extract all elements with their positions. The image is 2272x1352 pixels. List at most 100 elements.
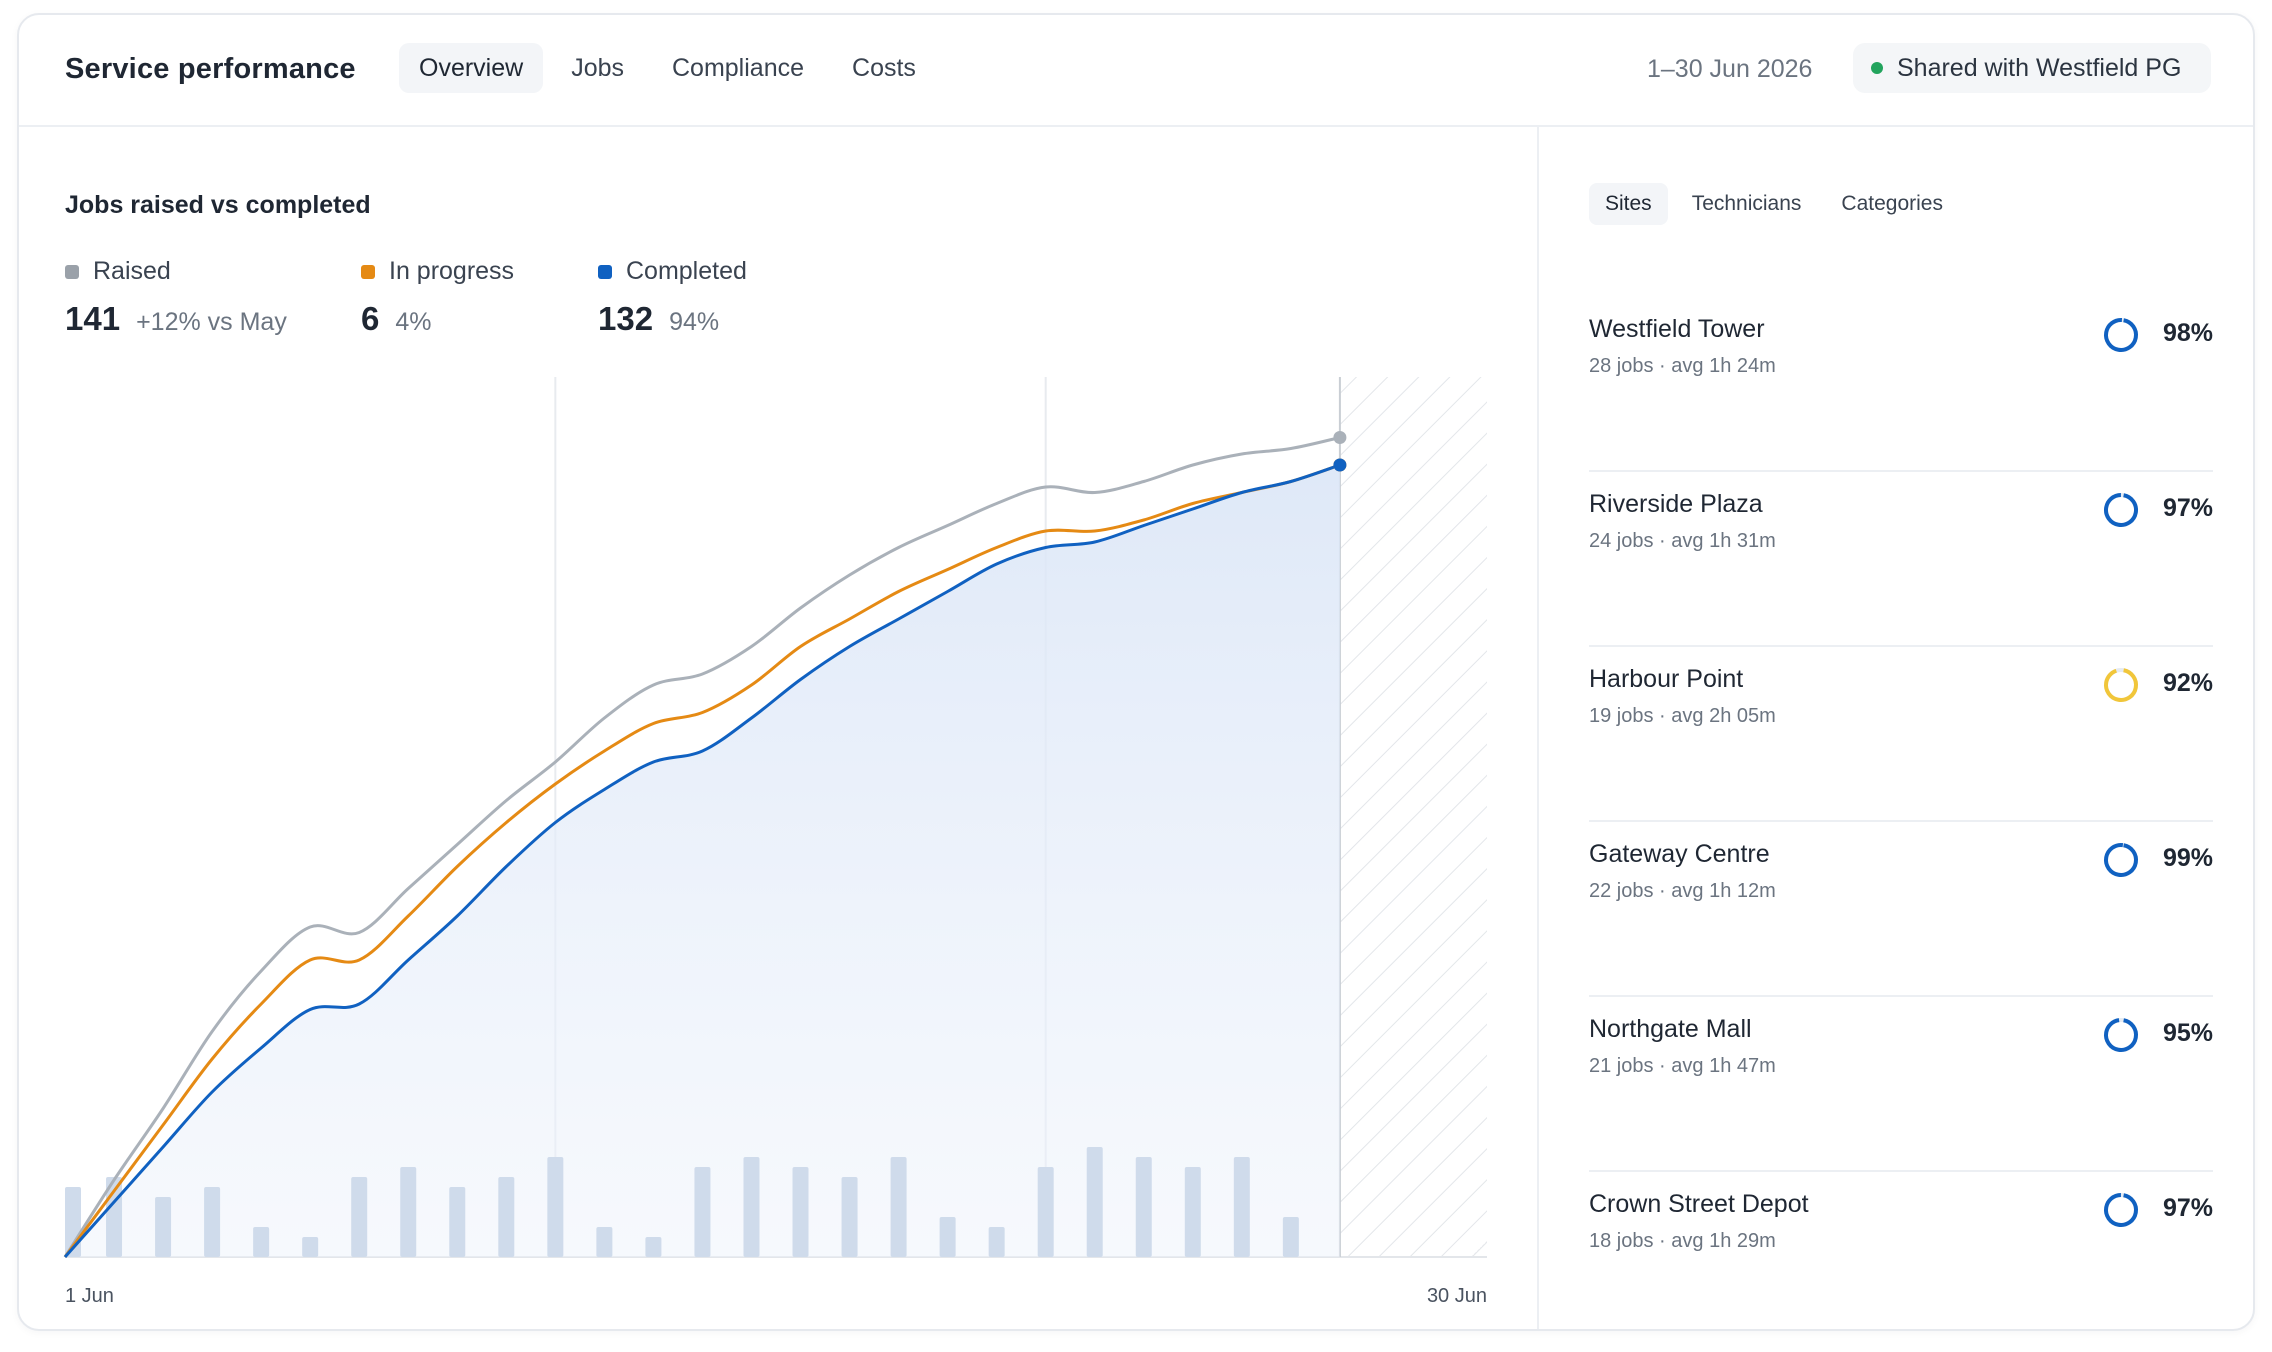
- progress-ring-icon: [2104, 1018, 2138, 1052]
- completed-line: [63, 463, 1341, 1258]
- daily-bar: [302, 1237, 319, 1257]
- x-tick-label-start: 1 Jun: [65, 1285, 114, 1307]
- x-tick-label-end: 30 Jun: [1427, 1285, 1487, 1307]
- progress-ring-icon: [2104, 668, 2138, 702]
- list-item[interactable]: Gateway Centre 22 jobs · avg 1h 12m 99%: [1589, 822, 2213, 997]
- daily-bar: [988, 1227, 1005, 1257]
- daily-bar: [547, 1157, 564, 1257]
- share-status-button[interactable]: Shared with Westfield PG: [1853, 43, 2211, 93]
- legend-sub: 4%: [395, 308, 432, 336]
- ring-progress: [2104, 668, 2138, 702]
- daily-bar: [694, 1167, 711, 1257]
- main-tabs: Overview Jobs Compliance Costs: [399, 43, 944, 93]
- tab-technicians[interactable]: Technicians: [1691, 192, 1802, 215]
- chart-title: Jobs raised vs completed: [65, 191, 371, 219]
- site-list: Westfield Tower 28 jobs · avg 1h 24m 98%…: [1589, 297, 2213, 1329]
- chart-panel: Jobs raised vs completed Raised 141 +12%…: [19, 127, 1537, 1331]
- completed-area: [65, 465, 1340, 1257]
- site-meta: 18 jobs · avg 1h 29m: [1589, 1230, 1776, 1252]
- date-range[interactable]: 1–30 Jun 2026: [1647, 55, 1813, 83]
- legend-label: Raised: [93, 257, 171, 285]
- site-name: Northgate Mall: [1589, 1015, 1752, 1043]
- site-meta: 21 jobs · avg 1h 47m: [1589, 1055, 1776, 1077]
- legend-label: In progress: [389, 257, 515, 285]
- service-performance-card: Service performance Overview Jobs Compli…: [17, 13, 2255, 1331]
- list-item[interactable]: Riverside Plaza 24 jobs · avg 1h 31m 97%: [1589, 472, 2213, 647]
- daily-bar: [1086, 1147, 1103, 1257]
- progress-ring-icon: [2104, 843, 2138, 877]
- daily-bar: [155, 1197, 172, 1257]
- daily-bar: [1233, 1157, 1250, 1257]
- ring-progress: [2104, 1193, 2138, 1227]
- ring-progress: [2104, 318, 2138, 352]
- progress-ring-icon: [2104, 318, 2138, 352]
- tab-costs[interactable]: Costs: [852, 54, 916, 82]
- completed-swatch-icon: [598, 264, 612, 279]
- forecast-hatch: [1338, 377, 1487, 1257]
- raised-line-end-dot: [1333, 431, 1347, 444]
- daily-bar: [743, 1157, 760, 1257]
- site-percent: 97%: [2162, 494, 2213, 522]
- site-meta: 19 jobs · avg 2h 05m: [1589, 705, 1776, 727]
- site-meta: 28 jobs · avg 1h 24m: [1589, 355, 1776, 377]
- daily-bar: [449, 1187, 466, 1257]
- daily-bar: [1184, 1167, 1201, 1257]
- page-title: Service performance: [65, 53, 356, 85]
- header-bar: Service performance Overview Jobs Compli…: [19, 15, 2253, 127]
- daily-bar: [400, 1167, 417, 1257]
- legend-value: 132: [598, 300, 654, 337]
- daily-bar: [498, 1177, 515, 1257]
- daily-bar: [351, 1177, 368, 1257]
- list-item[interactable]: Harbour Point 19 jobs · avg 2h 05m 92%: [1589, 647, 2213, 822]
- breakdown-panel: Sites Technicians Categories Westfield T…: [1537, 127, 2253, 1329]
- tab-categories[interactable]: Categories: [1841, 192, 1943, 215]
- list-item[interactable]: Westfield Tower 28 jobs · avg 1h 24m 98%: [1589, 297, 2213, 472]
- daily-bar: [645, 1237, 662, 1257]
- daily-bar: [1282, 1217, 1299, 1257]
- jobs-line-chart[interactable]: 1 Jun 30 Jun: [19, 127, 1537, 1331]
- site-percent: 98%: [2162, 319, 2213, 347]
- site-meta: 24 jobs · avg 1h 31m: [1589, 530, 1776, 552]
- daily-bar: [204, 1187, 221, 1257]
- ring-progress: [2104, 843, 2138, 877]
- legend-raised: Raised 141 +12% vs May: [65, 257, 287, 338]
- daily-bar: [792, 1167, 809, 1257]
- ring-progress: [2104, 1018, 2138, 1052]
- site-name: Westfield Tower: [1589, 315, 1765, 343]
- site-name: Riverside Plaza: [1589, 490, 1763, 518]
- legend-label: Completed: [626, 257, 747, 285]
- legend-sub: +12% vs May: [136, 308, 287, 336]
- ring-progress: [2104, 493, 2138, 527]
- daily-bar: [253, 1227, 270, 1257]
- daily-bar: [1135, 1157, 1152, 1257]
- legend-in-progress: In progress 6 4%: [361, 257, 514, 338]
- forecast-region: [1339, 377, 1487, 1257]
- tab-jobs[interactable]: Jobs: [571, 54, 624, 82]
- tab-sites[interactable]: Sites: [1589, 183, 1668, 225]
- daily-bar: [841, 1177, 858, 1257]
- progress-ring-icon: [2104, 1193, 2138, 1227]
- legend-value: 141: [65, 300, 121, 337]
- progress-ring-icon: [2104, 493, 2138, 527]
- completed-line-end-dot: [1333, 458, 1347, 472]
- breakdown-tabs: Sites Technicians Categories: [1589, 183, 1967, 225]
- site-percent: 92%: [2162, 669, 2213, 697]
- series-end-dots: [1333, 431, 1347, 472]
- raised-line: [63, 436, 1341, 1258]
- daily-bar: [1037, 1167, 1054, 1257]
- list-item[interactable]: Crown Street Depot 18 jobs · avg 1h 29m …: [1589, 1172, 2213, 1329]
- site-percent: 99%: [2162, 844, 2213, 872]
- daily-bar: [890, 1157, 907, 1257]
- daily-bar: [939, 1217, 956, 1257]
- in-progress-swatch-icon: [361, 264, 375, 279]
- site-meta: 22 jobs · avg 1h 12m: [1589, 880, 1776, 902]
- tab-compliance[interactable]: Compliance: [672, 54, 805, 82]
- in-progress-line: [63, 463, 1341, 1258]
- legend-completed: Completed 132 94%: [598, 257, 747, 338]
- site-percent: 97%: [2162, 1194, 2213, 1222]
- site-percent: 95%: [2162, 1019, 2213, 1047]
- tab-overview[interactable]: Overview: [399, 43, 544, 93]
- site-name: Gateway Centre: [1589, 840, 1770, 868]
- list-item[interactable]: Northgate Mall 21 jobs · avg 1h 47m 95%: [1589, 997, 2213, 1172]
- site-name: Crown Street Depot: [1589, 1190, 1809, 1218]
